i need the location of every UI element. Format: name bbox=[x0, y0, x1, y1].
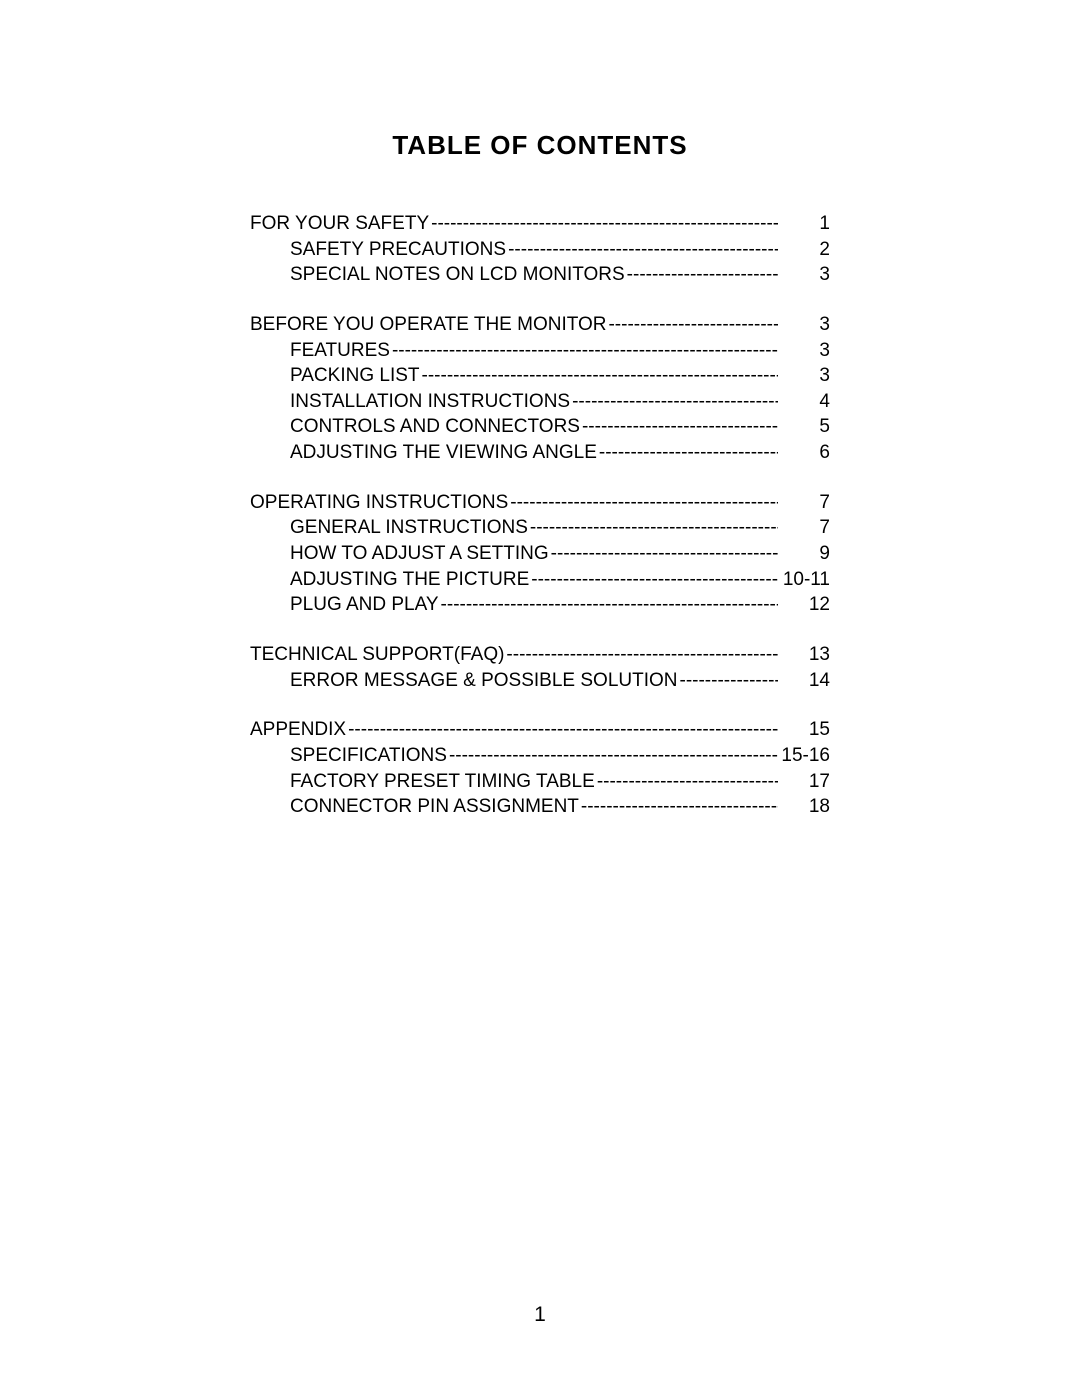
toc-leader bbox=[678, 668, 779, 694]
toc-leader bbox=[439, 592, 778, 618]
toc-leader bbox=[570, 389, 778, 415]
toc-page: 9 bbox=[778, 541, 830, 567]
toc-item: CONTROLS AND CONNECTORS 5 bbox=[250, 414, 830, 440]
toc-label: FACTORY PRESET TIMING TABLE bbox=[290, 769, 595, 795]
toc-heading: BEFORE YOU OPERATE THE MONITOR 3 bbox=[250, 312, 830, 338]
document-page: TABLE OF CONTENTS FOR YOUR SAFETY 1 SAFE… bbox=[0, 0, 1080, 1397]
toc-heading: TECHNICAL SUPPORT(FAQ) 13 bbox=[250, 642, 830, 668]
toc-label: PLUG AND PLAY bbox=[290, 592, 439, 618]
toc-item: CONNECTOR PIN ASSIGNMENT 18 bbox=[250, 794, 830, 820]
toc-item: SAFETY PRECAUTIONS 2 bbox=[250, 237, 830, 263]
toc-leader bbox=[579, 794, 778, 820]
toc-page: 7 bbox=[778, 490, 830, 516]
toc-item: FEATURES 3 bbox=[250, 338, 830, 364]
toc-section: APPENDIX 15 SPECIFICATIONS 15-16 FACTORY… bbox=[250, 717, 830, 820]
toc-leader bbox=[508, 490, 778, 516]
toc-leader bbox=[580, 414, 778, 440]
toc-title: TABLE OF CONTENTS bbox=[0, 130, 1080, 161]
toc-label: ADJUSTING THE VIEWING ANGLE bbox=[290, 440, 597, 466]
toc-page: 5 bbox=[778, 414, 830, 440]
toc-item: ADJUSTING THE PICTURE 10-11 bbox=[250, 567, 830, 593]
toc-label: SPECIAL NOTES ON LCD MONITORS bbox=[290, 262, 625, 288]
toc-leader bbox=[504, 642, 778, 668]
toc-label: CONTROLS AND CONNECTORS bbox=[290, 414, 580, 440]
toc-item: FACTORY PRESET TIMING TABLE 17 bbox=[250, 769, 830, 795]
toc-item: SPECIFICATIONS 15-16 bbox=[250, 743, 830, 769]
toc-item: PACKING LIST 3 bbox=[250, 363, 830, 389]
toc-leader bbox=[506, 237, 778, 263]
toc-page: 12 bbox=[778, 592, 830, 618]
toc-page: 3 bbox=[778, 312, 830, 338]
toc-leader bbox=[429, 211, 778, 237]
toc-page: 14 bbox=[778, 668, 830, 694]
toc-page: 4 bbox=[778, 389, 830, 415]
toc-label: SPECIFICATIONS bbox=[290, 743, 447, 769]
toc-leader bbox=[528, 515, 778, 541]
toc-page: 3 bbox=[778, 338, 830, 364]
toc-item: SPECIAL NOTES ON LCD MONITORS 3 bbox=[250, 262, 830, 288]
toc-page: 15 bbox=[778, 717, 830, 743]
toc-item: ERROR MESSAGE & POSSIBLE SOLUTION 14 bbox=[250, 668, 830, 694]
toc-item: INSTALLATION INSTRUCTIONS 4 bbox=[250, 389, 830, 415]
toc-label: GENERAL INSTRUCTIONS bbox=[290, 515, 528, 541]
toc-leader bbox=[606, 312, 778, 338]
toc-label: SAFETY PRECAUTIONS bbox=[290, 237, 506, 263]
toc-page: 15-16 bbox=[778, 743, 830, 769]
toc-label: BEFORE YOU OPERATE THE MONITOR bbox=[250, 312, 606, 338]
toc-leader bbox=[595, 769, 778, 795]
toc-label: FEATURES bbox=[290, 338, 390, 364]
toc-label: OPERATING INSTRUCTIONS bbox=[250, 490, 508, 516]
toc-heading: APPENDIX 15 bbox=[250, 717, 830, 743]
toc-page: 13 bbox=[778, 642, 830, 668]
toc-label: FOR YOUR SAFETY bbox=[250, 211, 429, 237]
toc-leader bbox=[390, 338, 778, 364]
toc-leader bbox=[625, 262, 778, 288]
toc-label: TECHNICAL SUPPORT(FAQ) bbox=[250, 642, 504, 668]
toc-page: 3 bbox=[778, 363, 830, 389]
toc-page: 7 bbox=[778, 515, 830, 541]
toc-item: ADJUSTING THE VIEWING ANGLE 6 bbox=[250, 440, 830, 466]
toc-section: FOR YOUR SAFETY 1 SAFETY PRECAUTIONS 2 S… bbox=[250, 211, 830, 288]
toc-page: 10-11 bbox=[778, 567, 830, 593]
toc-page: 18 bbox=[778, 794, 830, 820]
table-of-contents: FOR YOUR SAFETY 1 SAFETY PRECAUTIONS 2 S… bbox=[250, 211, 830, 820]
toc-section: OPERATING INSTRUCTIONS 7 GENERAL INSTRUC… bbox=[250, 490, 830, 618]
toc-heading: OPERATING INSTRUCTIONS 7 bbox=[250, 490, 830, 516]
toc-label: INSTALLATION INSTRUCTIONS bbox=[290, 389, 570, 415]
toc-leader bbox=[346, 717, 778, 743]
toc-heading: FOR YOUR SAFETY 1 bbox=[250, 211, 830, 237]
toc-leader bbox=[420, 363, 778, 389]
toc-label: PACKING LIST bbox=[290, 363, 420, 389]
toc-label: HOW TO ADJUST A SETTING bbox=[290, 541, 549, 567]
toc-label: ADJUSTING THE PICTURE bbox=[290, 567, 529, 593]
toc-label: ERROR MESSAGE & POSSIBLE SOLUTION bbox=[290, 668, 678, 694]
toc-page: 1 bbox=[778, 211, 830, 237]
toc-leader bbox=[529, 567, 778, 593]
toc-section: TECHNICAL SUPPORT(FAQ) 13 ERROR MESSAGE … bbox=[250, 642, 830, 693]
page-number: 1 bbox=[0, 1303, 1080, 1327]
toc-page: 3 bbox=[778, 262, 830, 288]
toc-page: 6 bbox=[778, 440, 830, 466]
toc-item: GENERAL INSTRUCTIONS 7 bbox=[250, 515, 830, 541]
toc-item: PLUG AND PLAY 12 bbox=[250, 592, 830, 618]
toc-leader bbox=[597, 440, 778, 466]
toc-item: HOW TO ADJUST A SETTING 9 bbox=[250, 541, 830, 567]
toc-page: 17 bbox=[778, 769, 830, 795]
toc-section: BEFORE YOU OPERATE THE MONITOR 3 FEATURE… bbox=[250, 312, 830, 466]
toc-page: 2 bbox=[778, 237, 830, 263]
toc-leader bbox=[549, 541, 778, 567]
toc-label: APPENDIX bbox=[250, 717, 346, 743]
toc-label: CONNECTOR PIN ASSIGNMENT bbox=[290, 794, 579, 820]
toc-leader bbox=[447, 743, 778, 769]
